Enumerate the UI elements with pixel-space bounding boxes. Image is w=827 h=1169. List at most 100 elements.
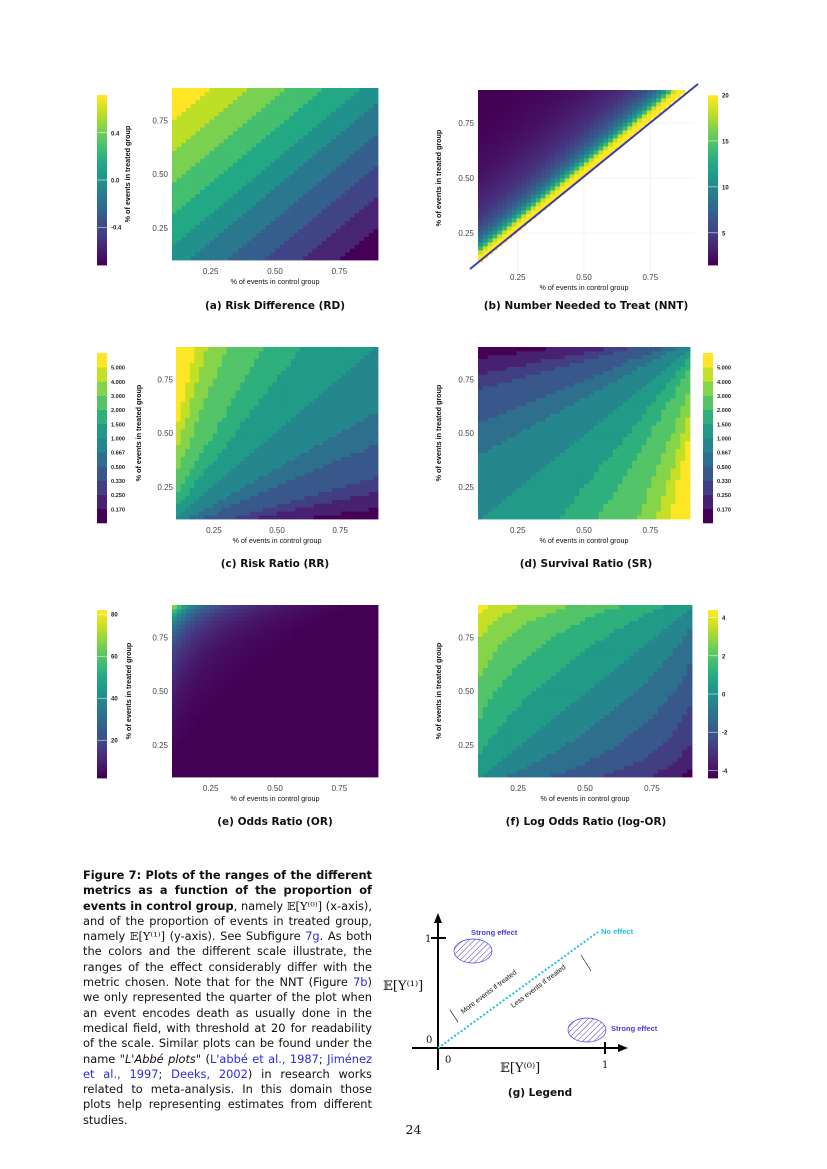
heatmap-cell [181, 146, 187, 151]
heatmap-cell [312, 166, 318, 171]
heatmap-cell [186, 91, 192, 97]
heatmap-cell [535, 110, 542, 115]
heatmap-cell [327, 487, 333, 493]
heatmap-cell [180, 393, 186, 399]
heatmap-cell [492, 162, 498, 167]
heatmap-cell [368, 448, 374, 453]
heatmap-cell [289, 107, 295, 112]
heatmap-cell [487, 98, 493, 103]
heatmap-cell [492, 238, 498, 243]
heatmap-cell [555, 98, 561, 103]
heatmap-cell [217, 358, 223, 364]
heatmap-cell [322, 401, 328, 407]
heatmap-cell [272, 413, 278, 418]
heatmap-cell [540, 154, 546, 159]
heatmap-cell [307, 99, 313, 105]
heatmap-cell [194, 409, 200, 414]
heatmap-cell [221, 436, 227, 442]
heatmap-cell [331, 111, 337, 116]
heatmap-cell [265, 205, 271, 210]
heatmap-cell [200, 95, 206, 101]
heatmap-cell [286, 425, 292, 430]
colorbar-a: -0.40.00.4 [97, 95, 122, 266]
heatmap-cell [502, 94, 508, 99]
heatmap-cell [295, 440, 301, 446]
heatmap-cell [478, 198, 484, 203]
heatmap-cell [190, 213, 196, 218]
heatmap-cell [275, 213, 281, 218]
heatmap-cell [240, 362, 246, 367]
heatmap-cell [363, 197, 370, 202]
heatmap-cell [284, 146, 290, 151]
heatmap-cell [203, 358, 209, 364]
heatmap-cell [189, 472, 195, 477]
heatmap-cell [186, 115, 192, 120]
heatmap-cell [612, 134, 619, 139]
heatmap-cell [198, 378, 204, 383]
heatmap-cell [326, 244, 332, 249]
heatmap-cell [478, 190, 484, 195]
heatmap-cell [340, 189, 346, 194]
heatmap-cell [244, 350, 250, 356]
heatmap-cell [231, 487, 237, 493]
heatmap-cell [516, 202, 522, 207]
heatmap-cell [349, 107, 355, 112]
heatmap-cell [258, 425, 264, 430]
heatmap-cell [244, 436, 250, 442]
heatmap-cell [584, 106, 590, 111]
heatmap-cell [303, 205, 309, 210]
heatmap-cell [198, 464, 204, 469]
heatmap-cell [200, 170, 206, 175]
heatmap-cell [256, 177, 262, 183]
heatmap-cell [482, 90, 489, 95]
heatmap-cell [198, 452, 204, 457]
heatmap-cell [617, 118, 623, 123]
heatmap-cell [249, 495, 255, 500]
x-tick-label: 0.50 [269, 526, 285, 535]
heatmap-cell [172, 142, 178, 148]
heatmap-cell [256, 95, 262, 101]
heatmap-cell [569, 182, 575, 187]
heatmap-cell [200, 142, 206, 148]
heatmap-cell [299, 374, 305, 379]
heatmap-cell [617, 130, 623, 135]
heatmap-cell [265, 174, 271, 179]
colorbar-segment [708, 146, 718, 150]
heatmap-cell [368, 127, 374, 132]
heatmap-cell [559, 106, 566, 111]
heatmap-cell [309, 362, 315, 367]
heatmap-cell [531, 186, 537, 191]
heatmap-cell [354, 236, 360, 241]
heatmap-cell [185, 476, 191, 481]
heatmap-cell [482, 94, 489, 99]
heatmap-cell [284, 181, 290, 187]
heatmap-cell [516, 126, 522, 131]
heatmap-cell [286, 433, 292, 438]
heatmap-cell [181, 123, 187, 128]
heatmap-cell [535, 98, 542, 103]
heatmap-cell [307, 236, 313, 241]
heatmap-cell [326, 158, 332, 163]
heatmap-cell [299, 483, 305, 489]
heatmap-cell [579, 166, 585, 171]
heatmap-cell [204, 244, 210, 249]
heatmap-cell [293, 197, 299, 202]
heatmap-cell [336, 476, 342, 481]
heatmap-cell [511, 114, 517, 119]
heatmap-cell [267, 448, 273, 453]
heatmap-cell [185, 436, 191, 442]
heatmap-cell [350, 452, 356, 457]
heatmap-cell [251, 209, 257, 214]
heatmap-cell [632, 90, 638, 95]
heatmap-cell [511, 122, 517, 127]
heatmap-cell [251, 193, 257, 198]
heatmap-cell [564, 94, 570, 99]
heatmap-cell [198, 507, 204, 512]
heatmap-cell [263, 491, 269, 496]
heatmap-cell [254, 456, 260, 461]
heatmap-cell [373, 127, 379, 132]
heatmap-cell [545, 190, 551, 195]
heatmap-cell [290, 495, 296, 500]
heatmap-cell [354, 205, 360, 210]
heatmap-cell [231, 444, 237, 450]
